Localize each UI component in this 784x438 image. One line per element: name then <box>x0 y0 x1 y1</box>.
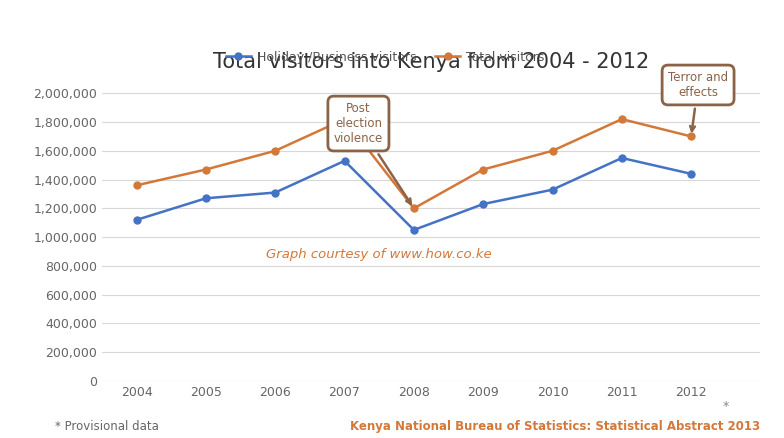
Holiday /Business visitors <box>478 201 488 207</box>
Total visitors <box>548 148 557 153</box>
Total visitors <box>339 117 349 122</box>
Total visitors <box>132 183 141 188</box>
Holiday /Business visitors <box>201 196 211 201</box>
Title: Total visitors into Kenya from 2004 - 2012: Total visitors into Kenya from 2004 - 20… <box>213 52 649 72</box>
Total visitors <box>409 206 419 211</box>
Total visitors <box>687 134 696 139</box>
Holiday /Business visitors <box>132 217 141 223</box>
Legend: Holiday /Business visitors, Total visitors: Holiday /Business visitors, Total visito… <box>220 46 550 69</box>
Holiday /Business visitors <box>687 171 696 177</box>
Text: Kenya National Bureau of Statistics: Statistical Abstract 2013: Kenya National Bureau of Statistics: Sta… <box>350 420 760 433</box>
Text: Post
election
violence: Post election violence <box>334 102 411 204</box>
Holiday /Business visitors <box>409 227 419 233</box>
Text: * Provisional data: * Provisional data <box>55 420 158 433</box>
Text: Terror and
effects: Terror and effects <box>668 71 728 131</box>
Total visitors <box>617 117 626 122</box>
Total visitors <box>478 167 488 172</box>
Text: *: * <box>722 400 728 413</box>
Total visitors <box>270 148 280 153</box>
Holiday /Business visitors <box>339 158 349 163</box>
Holiday /Business visitors <box>617 155 626 161</box>
Text: Graph courtesy of www.how.co.ke: Graph courtesy of www.how.co.ke <box>266 247 492 261</box>
Line: Total visitors: Total visitors <box>133 116 695 212</box>
Holiday /Business visitors <box>270 190 280 195</box>
Line: Holiday /Business visitors: Holiday /Business visitors <box>133 155 695 233</box>
Holiday /Business visitors <box>548 187 557 192</box>
Total visitors <box>201 167 211 172</box>
